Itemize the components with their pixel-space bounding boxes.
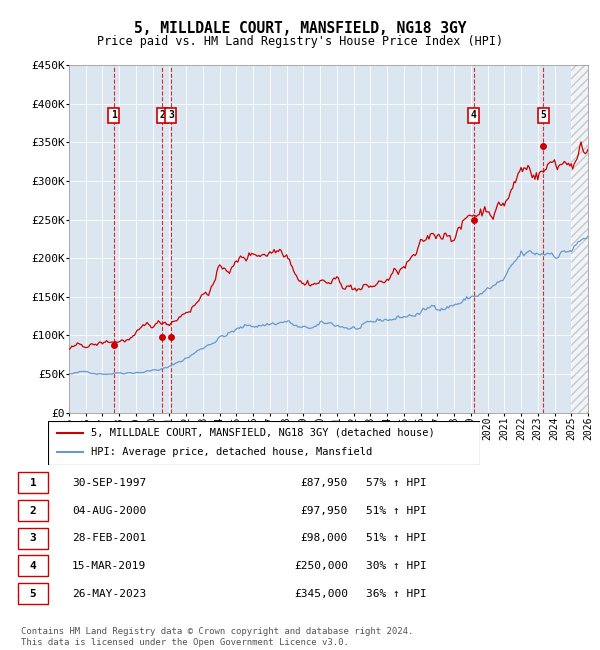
Text: 26-MAY-2023: 26-MAY-2023 [72,589,146,599]
Text: 3: 3 [29,533,37,543]
Text: £98,000: £98,000 [301,533,348,543]
Text: £97,950: £97,950 [301,506,348,515]
Text: HPI: Average price, detached house, Mansfield: HPI: Average price, detached house, Mans… [91,447,373,458]
FancyBboxPatch shape [18,556,48,577]
Text: 2: 2 [29,506,37,515]
FancyBboxPatch shape [48,421,480,465]
Text: 5, MILLDALE COURT, MANSFIELD, NG18 3GY: 5, MILLDALE COURT, MANSFIELD, NG18 3GY [134,21,466,36]
Text: 51% ↑ HPI: 51% ↑ HPI [366,533,427,543]
Text: 30-SEP-1997: 30-SEP-1997 [72,478,146,488]
FancyBboxPatch shape [18,583,48,604]
Text: 1: 1 [29,478,37,488]
Text: 36% ↑ HPI: 36% ↑ HPI [366,589,427,599]
Text: Price paid vs. HM Land Registry's House Price Index (HPI): Price paid vs. HM Land Registry's House … [97,35,503,48]
Text: 5: 5 [29,589,37,599]
Text: £87,950: £87,950 [301,478,348,488]
Text: 04-AUG-2000: 04-AUG-2000 [72,506,146,515]
Text: 3: 3 [168,111,174,120]
Text: 4: 4 [29,561,37,571]
Text: 15-MAR-2019: 15-MAR-2019 [72,561,146,571]
Text: 51% ↑ HPI: 51% ↑ HPI [366,506,427,515]
Text: 1: 1 [111,111,116,120]
Text: £345,000: £345,000 [294,589,348,599]
Text: 5, MILLDALE COURT, MANSFIELD, NG18 3GY (detached house): 5, MILLDALE COURT, MANSFIELD, NG18 3GY (… [91,428,435,438]
FancyBboxPatch shape [18,528,48,549]
Text: 28-FEB-2001: 28-FEB-2001 [72,533,146,543]
Text: Contains HM Land Registry data © Crown copyright and database right 2024.
This d: Contains HM Land Registry data © Crown c… [21,627,413,647]
FancyBboxPatch shape [18,473,48,493]
Text: 2: 2 [160,111,166,120]
Text: 5: 5 [541,111,546,120]
Text: 4: 4 [470,111,476,120]
Text: 30% ↑ HPI: 30% ↑ HPI [366,561,427,571]
Text: £250,000: £250,000 [294,561,348,571]
Text: 57% ↑ HPI: 57% ↑ HPI [366,478,427,488]
FancyBboxPatch shape [18,500,48,521]
